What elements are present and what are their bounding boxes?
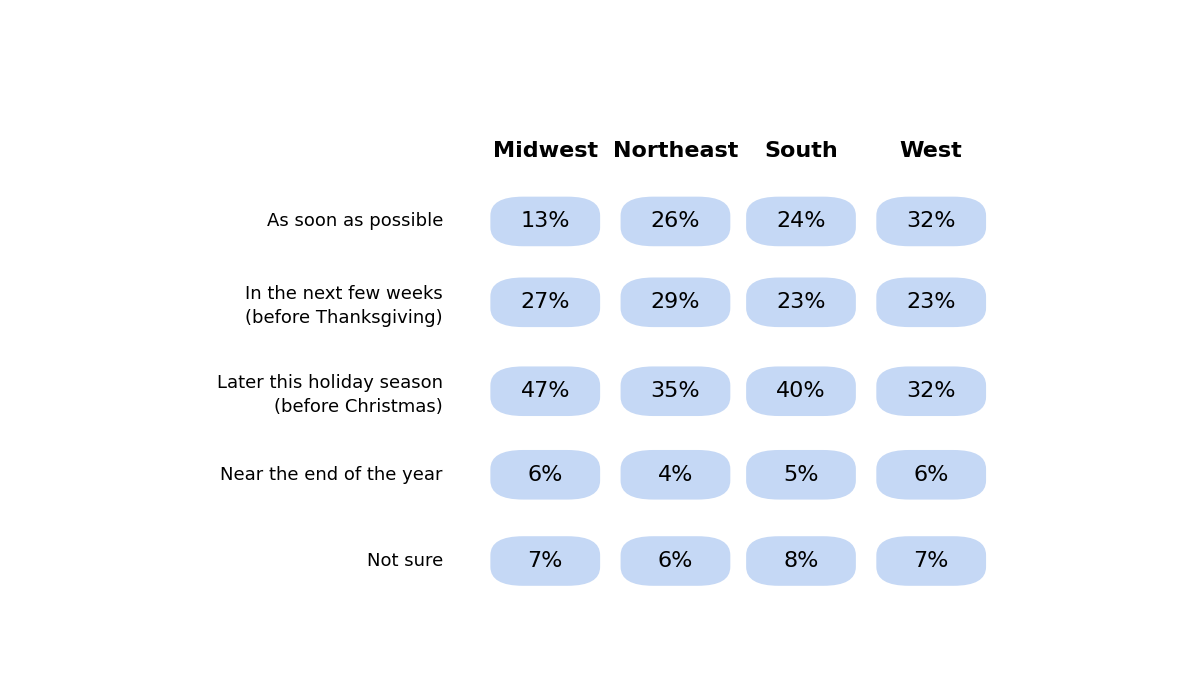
Text: (before Thanksgiving): (before Thanksgiving) — [245, 309, 443, 328]
FancyBboxPatch shape — [876, 450, 986, 500]
Text: 6%: 6% — [913, 465, 949, 485]
FancyBboxPatch shape — [491, 366, 600, 416]
Text: South: South — [764, 141, 838, 162]
FancyBboxPatch shape — [746, 536, 856, 586]
Text: 29%: 29% — [650, 293, 701, 312]
FancyBboxPatch shape — [620, 366, 731, 416]
FancyBboxPatch shape — [746, 197, 856, 246]
FancyBboxPatch shape — [876, 277, 986, 327]
Text: Near the end of the year: Near the end of the year — [221, 466, 443, 484]
Text: 24%: 24% — [776, 211, 826, 232]
FancyBboxPatch shape — [746, 366, 856, 416]
Text: (before Christmas): (before Christmas) — [274, 398, 443, 416]
FancyBboxPatch shape — [620, 450, 731, 500]
Text: West: West — [900, 141, 962, 162]
Text: In the next few weeks: In the next few weeks — [245, 285, 443, 303]
Text: 23%: 23% — [776, 293, 826, 312]
Text: 7%: 7% — [913, 551, 949, 571]
Text: As soon as possible: As soon as possible — [266, 212, 443, 230]
FancyBboxPatch shape — [746, 277, 856, 327]
FancyBboxPatch shape — [876, 197, 986, 246]
Text: 8%: 8% — [784, 551, 818, 571]
Text: Midwest: Midwest — [493, 141, 598, 162]
Text: 7%: 7% — [528, 551, 563, 571]
Text: 13%: 13% — [521, 211, 570, 232]
FancyBboxPatch shape — [491, 197, 600, 246]
FancyBboxPatch shape — [876, 366, 986, 416]
FancyBboxPatch shape — [620, 277, 731, 327]
Text: 26%: 26% — [650, 211, 701, 232]
Text: 35%: 35% — [650, 382, 701, 401]
Text: 4%: 4% — [658, 465, 694, 485]
FancyBboxPatch shape — [620, 197, 731, 246]
FancyBboxPatch shape — [491, 536, 600, 586]
FancyBboxPatch shape — [746, 450, 856, 500]
FancyBboxPatch shape — [620, 536, 731, 586]
Text: 5%: 5% — [784, 465, 818, 485]
Text: 40%: 40% — [776, 382, 826, 401]
FancyBboxPatch shape — [876, 536, 986, 586]
Text: Northeast: Northeast — [613, 141, 738, 162]
FancyBboxPatch shape — [491, 277, 600, 327]
Text: 47%: 47% — [521, 382, 570, 401]
Text: 32%: 32% — [906, 382, 956, 401]
Text: Later this holiday season: Later this holiday season — [217, 374, 443, 392]
Text: 27%: 27% — [521, 293, 570, 312]
Text: 32%: 32% — [906, 211, 956, 232]
Text: 6%: 6% — [658, 551, 694, 571]
Text: 23%: 23% — [906, 293, 956, 312]
Text: Not sure: Not sure — [367, 552, 443, 570]
FancyBboxPatch shape — [491, 450, 600, 500]
Text: 6%: 6% — [528, 465, 563, 485]
